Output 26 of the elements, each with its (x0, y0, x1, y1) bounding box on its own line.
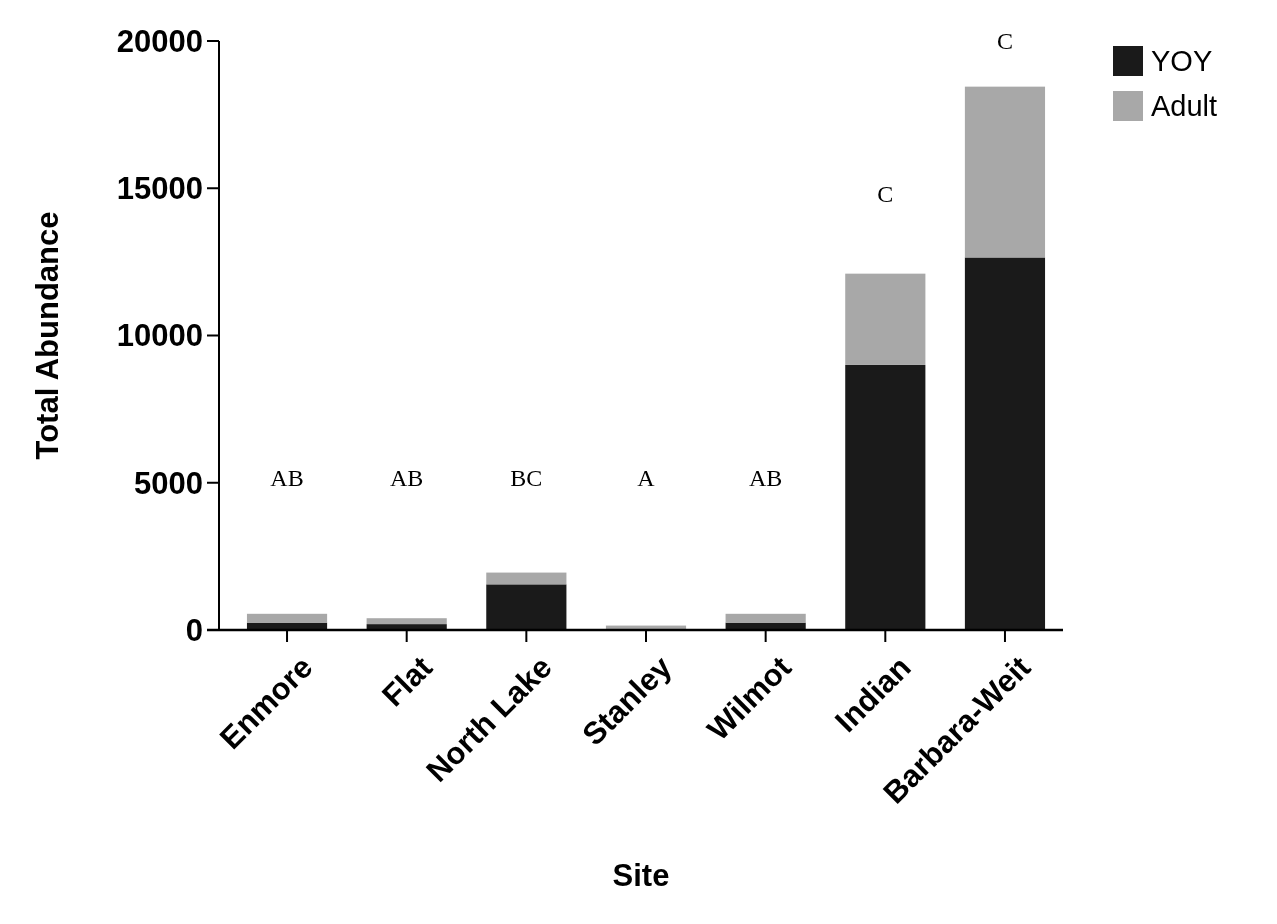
annotation: C (996, 28, 1013, 55)
y-axis-title: Total Abundance (30, 211, 65, 460)
y-tick-label: 0 (185, 612, 203, 648)
bar (845, 364, 926, 630)
annotation: AB (748, 465, 783, 492)
x-tick-label: Flat (375, 649, 439, 714)
annotation: AB (270, 465, 304, 492)
annotation: A (637, 465, 656, 492)
y-tick-label: 5000 (134, 465, 203, 501)
y-tick-label: 15000 (116, 171, 203, 207)
bar (486, 584, 567, 630)
legend-label: Adult (1151, 90, 1218, 123)
bar (366, 618, 447, 625)
x-axis-title: Site (612, 858, 670, 893)
bar (725, 613, 806, 623)
annotation: AB (390, 465, 424, 492)
y-tick-label: 20000 (116, 23, 203, 59)
annotation: C (877, 181, 894, 208)
bar (486, 572, 567, 585)
bar (964, 257, 1046, 630)
y-tick-label: 10000 (116, 318, 203, 354)
bar (964, 86, 1046, 258)
bar (246, 613, 328, 623)
legend-label: YOY (1151, 45, 1213, 78)
bar (845, 273, 926, 365)
annotation: BC (510, 465, 543, 492)
